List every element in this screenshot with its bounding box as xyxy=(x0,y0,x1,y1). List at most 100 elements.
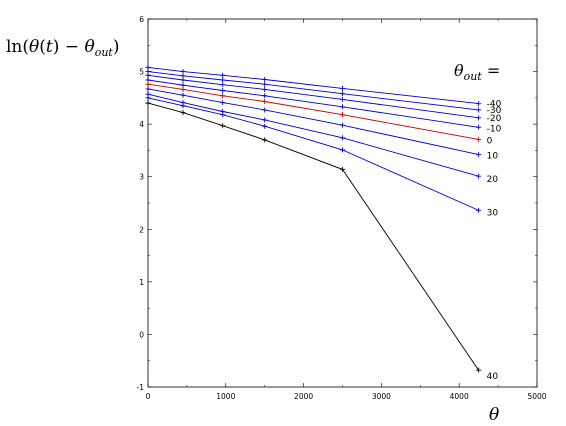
data-point xyxy=(145,64,151,70)
y-tick-label: -1 xyxy=(137,383,145,392)
y-tick-label: 3 xyxy=(139,173,144,182)
data-point xyxy=(476,124,482,130)
data-point xyxy=(220,72,226,78)
data-point xyxy=(220,112,226,118)
data-point xyxy=(145,81,151,87)
data-point xyxy=(145,77,151,83)
y-tick-label: 5 xyxy=(139,68,144,77)
x-tick-label: 0 xyxy=(146,392,151,401)
data-point xyxy=(340,122,345,128)
data-point xyxy=(340,104,345,110)
series-30 xyxy=(145,95,482,213)
data-point xyxy=(180,92,186,98)
data-point xyxy=(145,86,151,92)
y-tick-label: 4 xyxy=(139,120,144,129)
series-40 xyxy=(145,100,482,373)
series-label: -30 xyxy=(487,106,502,116)
axis-ticks xyxy=(147,18,538,388)
y-tick-label: 6 xyxy=(139,15,144,24)
series-line xyxy=(147,79,479,128)
x-tick-label: 2000 xyxy=(294,392,313,401)
series-group xyxy=(145,64,482,373)
series-line xyxy=(147,93,479,177)
y-tick-labels: -1 0 1 2 3 4 5 6 xyxy=(137,15,145,392)
data-point xyxy=(262,86,268,92)
series-label: -10 xyxy=(487,124,502,134)
series-labels: -40-30-20-10 0 10 20 30 40 xyxy=(487,100,502,383)
data-point xyxy=(262,107,268,113)
data-point xyxy=(476,115,482,121)
data-point xyxy=(262,117,268,123)
series--30 xyxy=(145,69,482,113)
data-point xyxy=(476,107,482,113)
series-line xyxy=(147,83,479,140)
data-point xyxy=(145,100,151,106)
data-point xyxy=(145,72,151,78)
series-20 xyxy=(145,91,482,179)
data-point xyxy=(262,137,268,143)
series-label: -20 xyxy=(487,114,502,124)
series--10 xyxy=(145,77,482,130)
data-point xyxy=(476,101,482,107)
data-point xyxy=(180,86,186,92)
data-point xyxy=(180,82,186,88)
data-point xyxy=(220,77,226,83)
x-tick-labels: 0 1000 2000 3000 4000 5000 xyxy=(146,392,547,401)
x-axis-title: θ xyxy=(489,405,499,425)
data-point xyxy=(476,207,482,213)
data-point xyxy=(180,73,186,79)
data-point xyxy=(340,85,345,91)
data-point xyxy=(262,99,268,105)
series-line xyxy=(147,71,479,111)
data-point xyxy=(220,100,226,106)
series-label: 10 xyxy=(487,152,499,162)
data-point xyxy=(340,147,345,153)
series-line xyxy=(147,102,479,371)
legend-title: θout = xyxy=(454,61,500,83)
data-point xyxy=(262,123,268,129)
series-10 xyxy=(145,86,482,158)
data-point xyxy=(220,82,226,88)
data-point xyxy=(180,103,186,109)
series-label: -40 xyxy=(487,100,502,110)
data-point xyxy=(340,166,345,172)
y-tick-label: 0 xyxy=(139,330,144,339)
x-tick-label: 1000 xyxy=(216,392,235,401)
series-label: 0 xyxy=(487,136,493,146)
series-line xyxy=(147,74,479,119)
data-point xyxy=(180,110,186,116)
data-point xyxy=(220,87,226,93)
y-tick-label: 1 xyxy=(139,278,144,287)
series--20 xyxy=(145,72,482,121)
data-point xyxy=(220,123,226,129)
data-point xyxy=(262,76,268,82)
data-point xyxy=(180,77,186,83)
data-point xyxy=(476,367,482,373)
series-0 xyxy=(145,81,482,142)
data-point xyxy=(145,95,151,101)
series-line xyxy=(147,66,479,105)
series-line xyxy=(147,97,479,211)
x-tick-label: 5000 xyxy=(527,392,546,401)
x-tick-label: 3000 xyxy=(372,392,391,401)
series-label: 20 xyxy=(487,175,499,185)
y-axis-title: ln(θ(t) − θout) xyxy=(6,37,119,59)
data-point xyxy=(340,112,345,118)
data-point xyxy=(180,69,186,75)
data-point xyxy=(476,173,482,179)
data-point xyxy=(220,93,226,99)
series-line xyxy=(147,88,479,156)
series-label: 30 xyxy=(487,208,499,218)
series-label: 40 xyxy=(487,372,499,382)
data-point xyxy=(476,136,482,142)
data-point xyxy=(476,152,482,158)
data-point xyxy=(262,93,268,99)
x-tick-label: 4000 xyxy=(450,392,469,401)
series--40 xyxy=(145,64,482,107)
y-tick-label: 2 xyxy=(139,225,144,234)
data-point xyxy=(340,135,345,141)
data-point xyxy=(340,96,345,102)
data-point xyxy=(340,91,345,97)
data-point xyxy=(262,81,268,87)
